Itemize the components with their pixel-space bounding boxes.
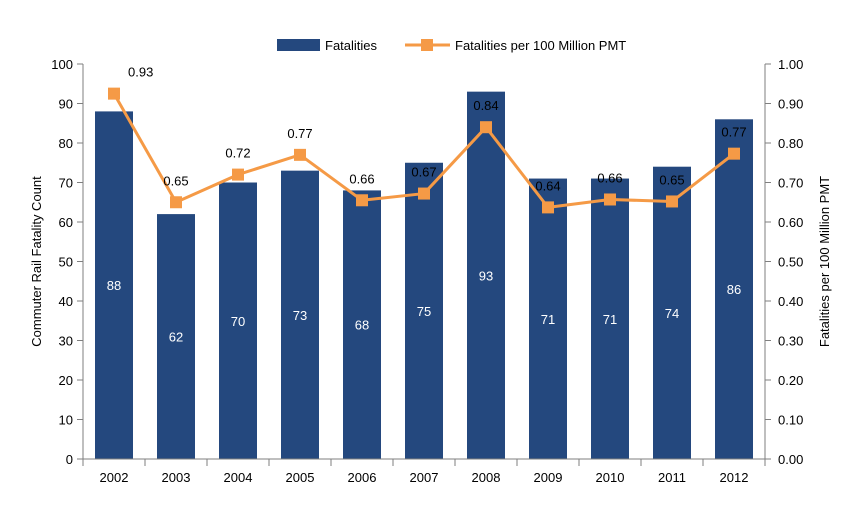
line-marker [480, 121, 492, 134]
y2-tick-label: 0.20 [778, 373, 803, 388]
bar-value-label: 86 [727, 282, 741, 297]
line-marker [356, 194, 368, 207]
line-marker [170, 196, 182, 209]
x-tick-label: 2011 [658, 470, 686, 485]
x-tick-label: 2010 [596, 470, 625, 485]
bar-value-label: 71 [603, 312, 617, 327]
x-tick-label: 2012 [720, 470, 749, 485]
x-tick-label: 2004 [224, 470, 253, 485]
y2-tick-label: 0.10 [778, 413, 803, 428]
bar-value-label: 62 [169, 330, 183, 345]
y2-tick-label: 0.40 [778, 294, 803, 309]
bar-value-label: 73 [293, 308, 307, 323]
y2-tick-label: 0.50 [778, 255, 803, 270]
line-value-label: 0.64 [535, 178, 560, 193]
y2-tick-label: 0.00 [778, 452, 803, 467]
line-value-label: 0.65 [659, 172, 684, 187]
legend-label-bar: Fatalities [325, 38, 378, 53]
y-tick-label: 40 [59, 294, 73, 309]
y2-tick-label: 0.60 [778, 215, 803, 230]
bar-value-label: 70 [231, 314, 245, 329]
line-value-label: 0.93 [128, 65, 153, 80]
line-value-label: 0.77 [721, 125, 746, 140]
line-marker [604, 193, 616, 206]
y-tick-label: 10 [59, 413, 73, 428]
line-value-label: 0.66 [597, 170, 622, 185]
legend-swatch-marker [421, 39, 433, 51]
bar-series [95, 91, 753, 460]
line-marker [294, 148, 306, 161]
bar [591, 178, 629, 460]
line-marker [108, 87, 120, 100]
bar-value-label: 75 [417, 304, 431, 319]
y-axis-title: Commuter Rail Fatality Count [29, 176, 44, 347]
legend-swatch-bar [277, 39, 320, 51]
x-tick-label: 2008 [472, 470, 501, 485]
line-marker [232, 168, 244, 181]
y2-tick-label: 0.30 [778, 334, 803, 349]
bar [219, 182, 257, 459]
bar [715, 119, 753, 460]
y-tick-label: 70 [59, 176, 73, 191]
bar [653, 166, 691, 459]
bar-value-labels: 88 62 70 73 68 75 93 71 71 74 86 [107, 268, 741, 344]
x-tick-label: 2002 [100, 470, 129, 485]
y-tick-label: 90 [59, 97, 73, 112]
x-tick-label: 2005 [286, 470, 315, 485]
line-value-label: 0.72 [225, 146, 250, 161]
x-tick-label: 2003 [162, 470, 191, 485]
x-tick-label: 2009 [534, 470, 563, 485]
bar-value-label: 93 [479, 268, 493, 283]
line-value-label: 0.67 [411, 165, 436, 180]
legend-label-line: Fatalities per 100 Million PMT [455, 38, 626, 53]
line-value-label: 0.66 [349, 171, 374, 186]
y2-tick-label: 0.70 [778, 176, 803, 191]
y2-tick-label: 1.00 [778, 57, 803, 72]
bar [467, 91, 505, 460]
bar [529, 178, 567, 460]
line-value-label: 0.65 [163, 173, 188, 188]
line-marker [728, 147, 740, 160]
line-value-label: 0.84 [473, 98, 498, 113]
bar-value-label: 68 [355, 318, 369, 333]
line-value-label: 0.77 [287, 126, 312, 141]
y-tick-label: 60 [59, 215, 73, 230]
y-tick-label: 100 [51, 57, 73, 72]
legend: Fatalities Fatalities per 100 Million PMT [277, 38, 626, 53]
line-marker [418, 187, 430, 200]
y2-tick-label: 0.90 [778, 97, 803, 112]
y-tick-label: 80 [59, 136, 73, 151]
x-tick-label: 2006 [348, 470, 377, 485]
y-tick-label: 50 [59, 255, 73, 270]
bar [343, 190, 381, 459]
y-tick-label: 30 [59, 334, 73, 349]
bar-value-label: 71 [541, 312, 555, 327]
bar [95, 111, 133, 460]
line-series: 0.93 0.65 0.72 0.77 0.66 0.67 0.84 0.64 0.66 0.65… [108, 65, 747, 214]
y-tick-label: 0 [66, 452, 73, 467]
bar-value-label: 88 [107, 278, 121, 293]
line-marker [666, 195, 678, 208]
bar [157, 214, 195, 459]
bar [281, 170, 319, 459]
axes: 0 10 20 30 40 50 60 70 80 90 100 0.00 0.10 0.20 0.30 0.… [51, 57, 803, 485]
y-tick-label: 20 [59, 373, 73, 388]
y2-axis-title: Fatalities per 100 Million PMT [817, 176, 832, 347]
line-marker [542, 201, 554, 214]
x-tick-label: 2007 [410, 470, 439, 485]
bar [405, 162, 443, 459]
bar-value-label: 74 [665, 306, 679, 321]
y2-tick-label: 0.80 [778, 136, 803, 151]
